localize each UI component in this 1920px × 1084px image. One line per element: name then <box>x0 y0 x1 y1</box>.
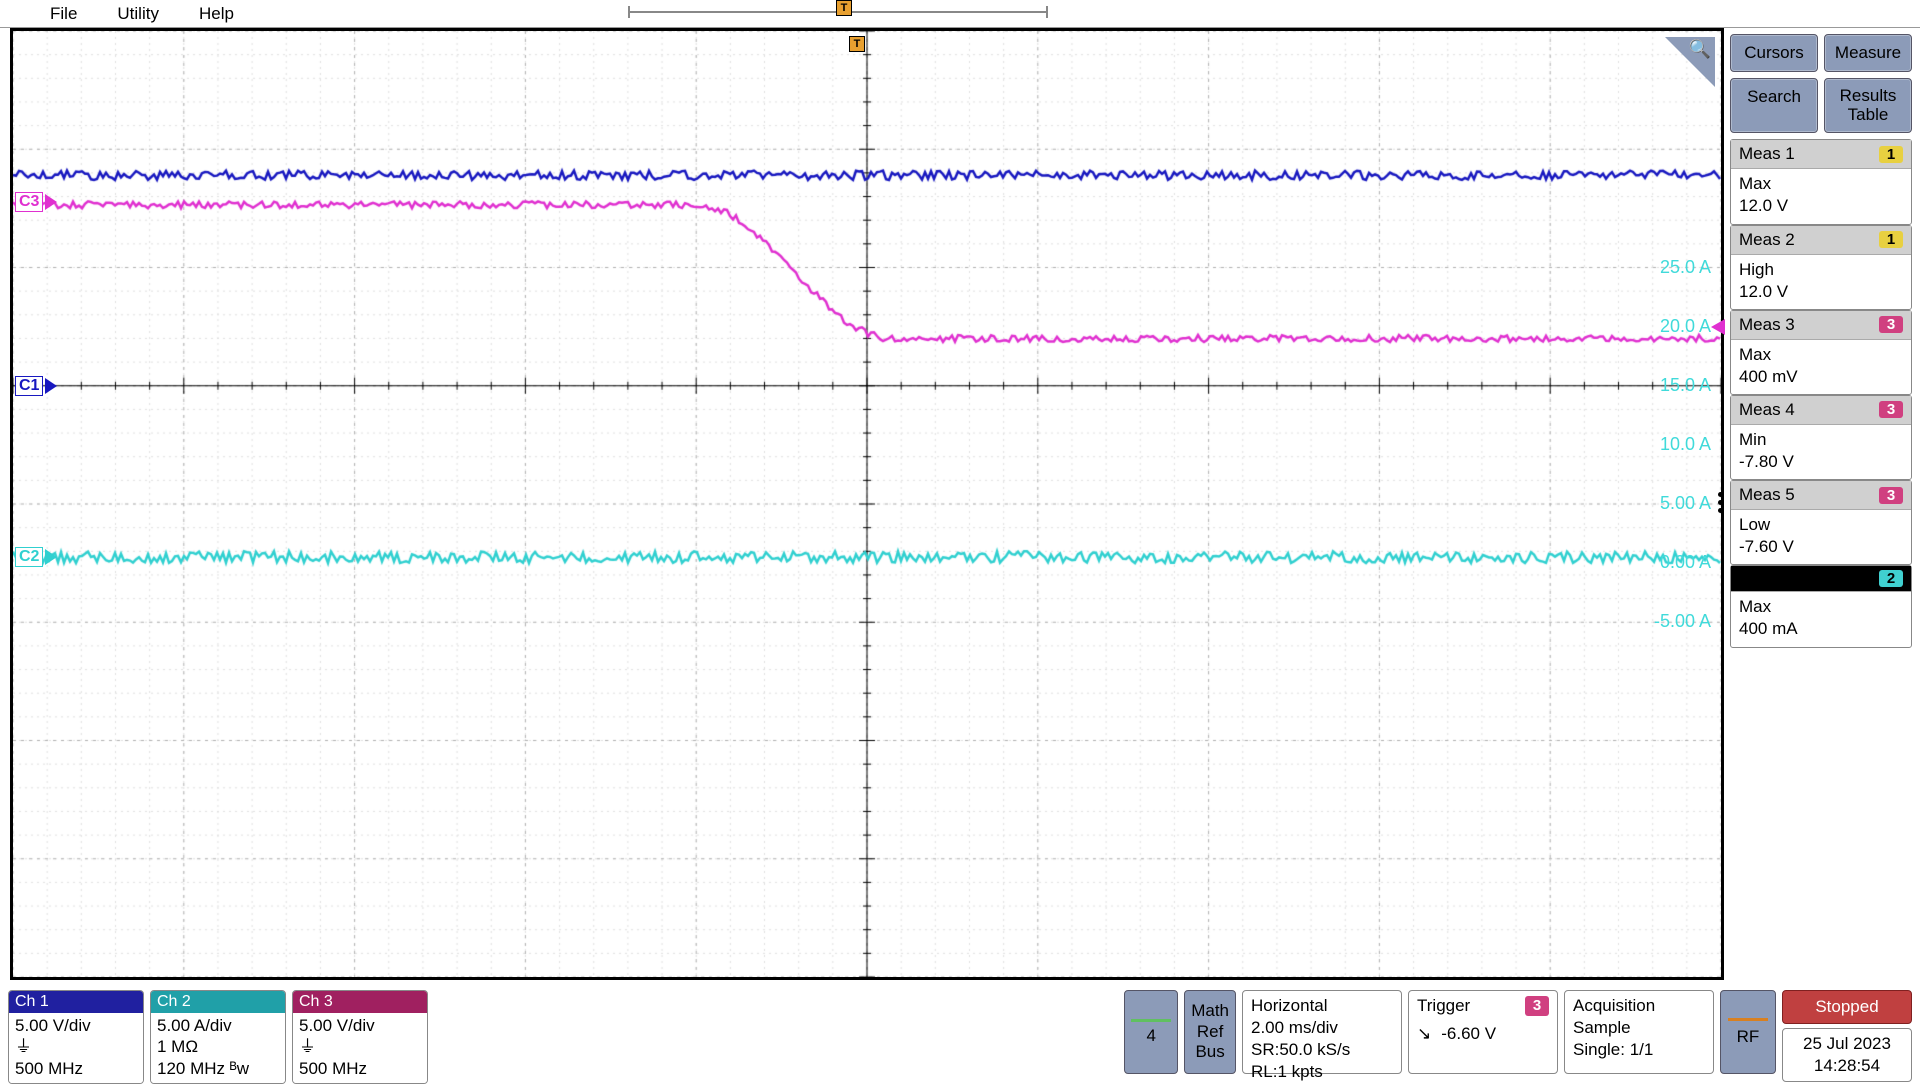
ch3-settings[interactable]: Ch 3 5.00 V/div ⏚ 500 MHz <box>292 990 428 1084</box>
ch2-coupling: 1 MΩ <box>157 1036 279 1057</box>
trigger-time-marker[interactable]: T <box>849 36 865 52</box>
ch1-scale: 5.00 V/div <box>15 1015 137 1036</box>
channel-marker-c2[interactable]: C2 <box>15 547 57 567</box>
meas-box-3[interactable]: Meas 33Max400 mV <box>1730 310 1912 395</box>
meas-box-6[interactable]: 2Max400 mA <box>1730 565 1912 647</box>
ch1-coupling: ⏚ <box>15 1036 137 1057</box>
y-axis-label: -5.00 A <box>1654 611 1711 632</box>
menu-file[interactable]: File <box>50 4 77 24</box>
y-axis-label: 25.0 A <box>1660 257 1711 278</box>
ch2-bw: 120 MHz ᴮw <box>157 1058 279 1079</box>
waveform-view-button[interactable]: 4 <box>1124 990 1178 1074</box>
bottom-bar: Ch 1 5.00 V/div ⏚ 500 MHz Ch 2 5.00 A/di… <box>0 986 1920 1080</box>
y-axis-label: 15.0 A <box>1660 375 1711 396</box>
trigger-time-marker-top: T <box>836 0 852 16</box>
acquisition-settings[interactable]: Acquisition Sample Single: 1/1 <box>1564 990 1714 1074</box>
ch3-bw: 500 MHz <box>299 1058 421 1079</box>
y-axis-label: 5.00 A <box>1660 493 1711 514</box>
meas-box-5[interactable]: Meas 53Low-7.60 V <box>1730 480 1912 565</box>
horizontal-settings[interactable]: Horizontal 2.00 ms/div SR:50.0 kS/s RL:1… <box>1242 990 1402 1074</box>
search-button[interactable]: Search <box>1730 78 1818 133</box>
menu-help[interactable]: Help <box>199 4 234 24</box>
y-axis-label: 0.00 A <box>1660 552 1711 573</box>
trigger-settings[interactable]: Trigger 3 ↘ -6.60 V <box>1408 990 1558 1074</box>
datetime-display: 25 Jul 2023 14:28:54 <box>1782 1028 1912 1082</box>
ch3-coupling: ⏚ <box>299 1036 421 1057</box>
side-grab-dots[interactable] <box>1718 492 1728 513</box>
trigger-source-badge: 3 <box>1525 996 1549 1016</box>
ch1-bw: 500 MHz <box>15 1058 137 1079</box>
run-state-button[interactable]: Stopped <box>1782 990 1912 1024</box>
ch2-scale: 5.00 A/div <box>157 1015 279 1036</box>
y-axis-label: 10.0 A <box>1660 434 1711 455</box>
side-panel: Cursors Measure Search Results Table Mea… <box>1730 34 1912 648</box>
trigger-level-arrow[interactable] <box>1711 319 1725 335</box>
y-axis-label: 20.0 A <box>1660 316 1711 337</box>
meas-box-4[interactable]: Meas 43Min-7.80 V <box>1730 395 1912 480</box>
math-ref-bus-button[interactable]: Math Ref Bus <box>1184 990 1236 1074</box>
ch1-settings[interactable]: Ch 1 5.00 V/div ⏚ 500 MHz <box>8 990 144 1084</box>
results-button[interactable]: Results Table <box>1824 78 1912 133</box>
zoom-icon: 🔍 <box>1689 39 1711 60</box>
cursors-button[interactable]: Cursors <box>1730 34 1818 72</box>
measure-button[interactable]: Measure <box>1824 34 1912 72</box>
meas-box-2[interactable]: Meas 21High12.0 V <box>1730 225 1912 310</box>
menu-utility[interactable]: Utility <box>117 4 159 24</box>
meas-box-1[interactable]: Meas 11Max12.0 V <box>1730 139 1912 224</box>
ch3-scale: 5.00 V/div <box>299 1015 421 1036</box>
channel-marker-c3[interactable]: C3 <box>15 192 57 212</box>
rf-button[interactable]: RF <box>1720 990 1776 1074</box>
trigger-slope-icon: ↘ <box>1417 1023 1431 1045</box>
channel-marker-c1[interactable]: C1 <box>15 376 57 396</box>
waveform-display[interactable]: 🔍 T C1 C2 C3 25.0 A 20.0 A 15.0 A 10.0 A 5.0… <box>10 28 1724 980</box>
ch2-settings[interactable]: Ch 2 5.00 A/div 1 MΩ 120 MHz ᴮw <box>150 990 286 1084</box>
